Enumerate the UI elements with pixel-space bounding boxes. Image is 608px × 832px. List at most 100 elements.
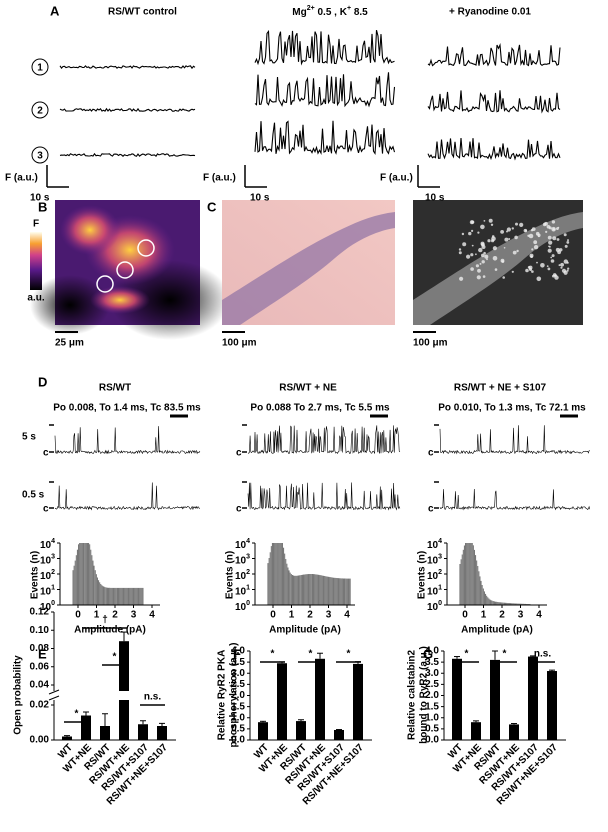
histogram-bar (283, 547, 285, 605)
channel-trace (54, 426, 201, 455)
y-axis-label: Events (n) (30, 551, 41, 599)
histogram-bar (332, 577, 334, 605)
histogram-bar (344, 578, 346, 605)
histogram-bar (106, 587, 108, 605)
histogram-bar (517, 603, 519, 605)
histogram-bar (122, 587, 124, 605)
histogram-bar (340, 578, 342, 605)
histogram-bar (85, 543, 87, 605)
histogram-bar (347, 578, 349, 605)
histogram-bar (114, 587, 116, 605)
histogram-bar (96, 577, 98, 605)
histogram-bar (80, 543, 82, 605)
histogram-bar (289, 572, 291, 605)
x-tick-label: 0 (75, 610, 81, 621)
title-part: 8.5 (351, 7, 368, 18)
histogram-bar (316, 574, 318, 605)
fluorescent-cell (470, 267, 474, 271)
y-axis-label: phosphorylation (a.u.) (229, 643, 240, 748)
fluorescent-cell (547, 235, 552, 240)
cell-marker (31, 146, 49, 164)
significance-mark: * (503, 649, 507, 660)
condition-stats: Po 0.088 To 2.7 ms, Tc 5.5 ms (250, 403, 390, 414)
fluorescent-cell (537, 233, 541, 237)
y-tick-label: 100 (235, 600, 250, 613)
title-part: Mg (292, 7, 306, 18)
closed-label: c (428, 504, 434, 515)
fluorescent-cell (566, 241, 570, 244)
y-tick-label: 0.08 (30, 643, 50, 654)
fluorescent-cell (484, 254, 489, 259)
tick-base: 10 (427, 571, 439, 582)
y-tick-label: 3.0 (425, 668, 439, 679)
histogram-bar (342, 578, 344, 605)
condition-title: RS/WT + NE + S107 (454, 383, 547, 394)
histogram-bar (488, 598, 490, 605)
histogram-bar (109, 587, 111, 605)
x-tick-label: 2 (499, 610, 505, 621)
histogram-bar (99, 582, 101, 605)
roi-circle (137, 239, 155, 257)
title-part: 0.5 , K (315, 7, 348, 18)
histogram-bar (112, 587, 114, 605)
fluorescent-cell (546, 225, 551, 229)
histogram-bar (308, 574, 310, 605)
fluorescent-cell (564, 244, 568, 248)
row-label: 5 s (22, 432, 36, 443)
bar (490, 659, 500, 740)
histogram-bar (116, 587, 118, 605)
significance-mark: n.s. (144, 692, 161, 703)
fluorescence-trace (254, 29, 395, 66)
fluorescent-cell (502, 276, 506, 279)
y-tick-label: 4.0 (231, 646, 245, 657)
histogram-bar (472, 545, 474, 605)
histogram-bar (90, 549, 92, 605)
closed-label: c (43, 448, 49, 459)
panel-label: G (423, 646, 433, 661)
fluorescent-cell (557, 250, 561, 255)
fluorescent-cell (540, 263, 545, 268)
histogram-bar (466, 543, 468, 605)
panel-label: E (38, 646, 47, 661)
fluorescent-cell (483, 251, 486, 255)
significance-mark: n.s. (534, 649, 551, 660)
histogram-bar (271, 543, 273, 605)
significance-mark: * (113, 652, 117, 663)
colorbar-label: F (33, 219, 39, 230)
y-tick-label: 103 (40, 553, 55, 566)
condition-title: RS/WT (99, 383, 131, 394)
scale-label: F (a.u.) (5, 173, 38, 184)
closed-label: c (43, 504, 49, 515)
fluorescent-cell (524, 229, 528, 232)
histogram-bar (133, 587, 135, 605)
y-tick-label: 102 (235, 569, 250, 582)
roi-circle (116, 261, 134, 279)
histogram-bar (460, 559, 462, 605)
fluorescent-cell (486, 258, 488, 261)
x-tick-label: 1 (481, 610, 487, 621)
fluorescent-cell (552, 236, 557, 241)
histogram-bar (139, 587, 141, 605)
fluorescent-cell (508, 238, 511, 240)
histogram-bar (311, 574, 313, 605)
fluorescent-cell (480, 224, 485, 230)
scale-label: 100 μm (222, 338, 257, 349)
histogram-bar (103, 586, 105, 605)
fluorescent-cell (479, 262, 482, 265)
cell-number: 1 (37, 63, 43, 74)
fluorescent-cell (481, 253, 485, 258)
tick-base: 10 (40, 555, 52, 566)
fluorescent-cell (471, 229, 474, 232)
y-tick-label: 3.5 (425, 657, 439, 668)
cell-marker (31, 101, 49, 119)
histogram-bar (511, 603, 513, 605)
histogram-bar (269, 552, 271, 605)
histogram-bar (505, 602, 507, 605)
fluorescent-cell (527, 234, 530, 237)
y-tick-label: 1.5 (231, 701, 245, 712)
histogram-bar (120, 587, 122, 605)
significance-mark: * (465, 649, 469, 660)
y-tick-label: 100 (427, 600, 442, 613)
cell-layer (222, 212, 395, 325)
y-tick-label: 2.5 (425, 679, 439, 690)
